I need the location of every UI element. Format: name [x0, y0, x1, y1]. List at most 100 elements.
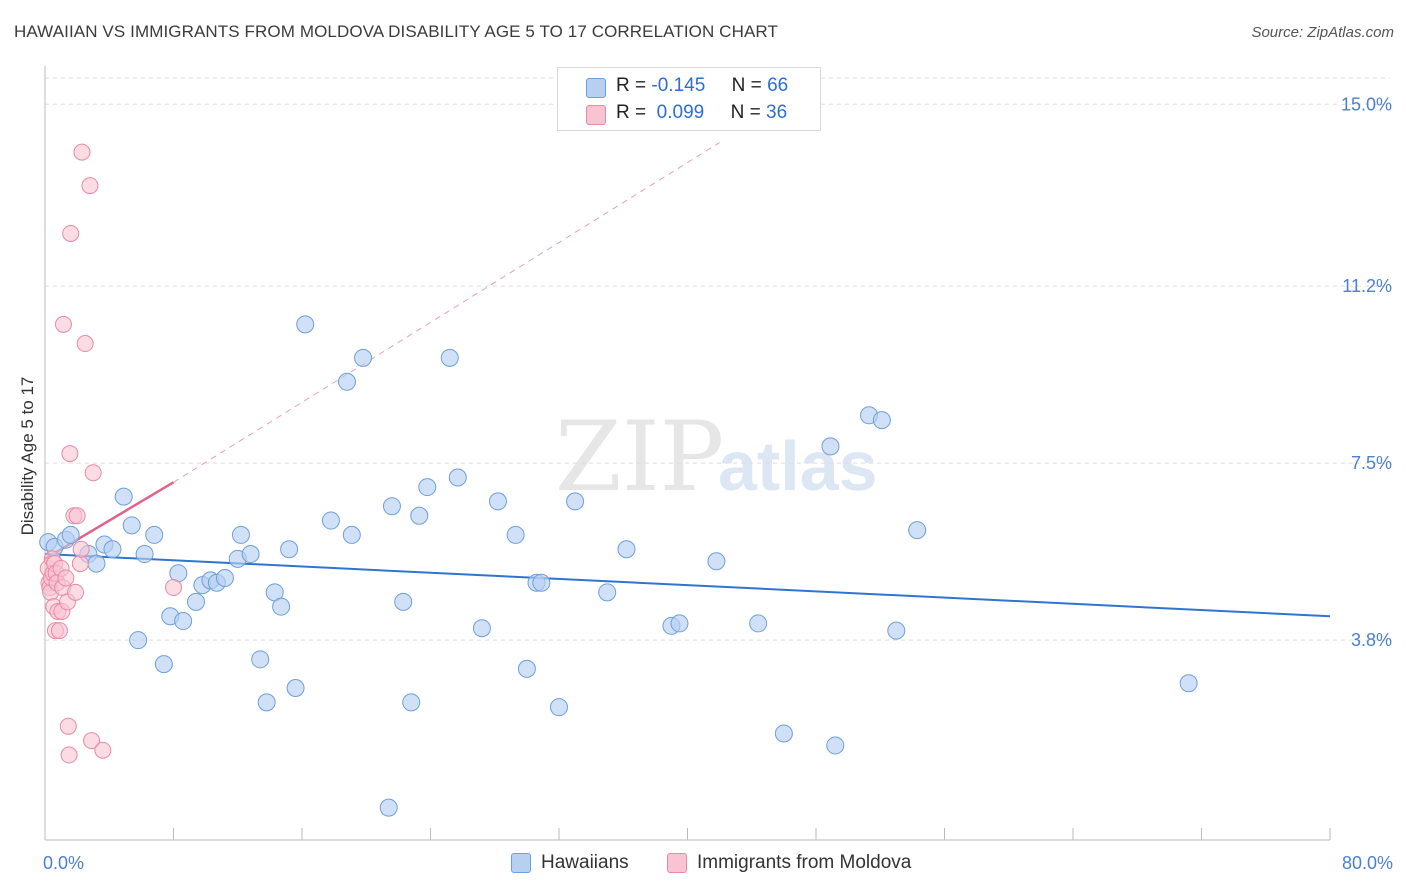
hawaiians-point: [908, 521, 927, 540]
hawaiians-point: [826, 736, 845, 755]
hawaiians-point: [354, 348, 373, 367]
hawaiians-point: [418, 478, 437, 497]
y-tick-label: 3.8%: [1351, 630, 1392, 650]
hawaiians-point: [532, 573, 551, 592]
hawaiians-point: [154, 655, 173, 674]
watermark-atlas: atlas: [718, 427, 878, 505]
hawaiians-n-label: N =: [731, 75, 762, 96]
moldova-point: [73, 143, 91, 161]
hawaiians-point: [394, 592, 413, 611]
hawaiians-point: [382, 497, 401, 516]
hawaiians-point: [296, 315, 315, 334]
hawaiians-point: [145, 525, 164, 544]
tick-labels: 3.8% 7.5% 11.2% 15.0% 0.0% 80.0%: [43, 94, 1393, 873]
trend-lines: [44, 142, 1331, 618]
moldova-point: [57, 569, 75, 587]
moldova-point: [71, 555, 89, 573]
hawaiians-point: [251, 650, 270, 669]
hawaiians-point: [402, 693, 421, 712]
hawaiians-point: [410, 506, 429, 525]
hawaiians-trend-line: [44, 553, 1331, 618]
moldova-point: [165, 579, 182, 597]
hawaiians-legend-label: Hawaiians: [541, 852, 629, 873]
hawaiians-point: [337, 372, 356, 391]
hawaiians-point: [257, 693, 276, 712]
moldova-point: [67, 583, 85, 601]
hawaiians-point: [598, 583, 617, 602]
moldova-point: [62, 224, 80, 242]
moldova-swatch-icon: [586, 105, 606, 125]
moldova-point: [84, 464, 102, 482]
hawaiians-point: [488, 492, 507, 511]
moldova-point: [72, 540, 90, 558]
hawaiians-point: [887, 621, 906, 640]
hawaiians-point: [114, 487, 133, 506]
moldova-point: [54, 315, 72, 333]
moldova-r-label: R =: [616, 102, 647, 123]
hawaiians-point: [821, 437, 840, 456]
hawaiians-r-label: R =: [616, 75, 647, 96]
x-tick-label: 0.0%: [43, 853, 84, 873]
hawaiians-point: [286, 679, 305, 698]
hawaiians-point: [566, 492, 585, 511]
hawaiians-point: [103, 540, 122, 559]
hawaiians-point: [61, 525, 80, 544]
y-tick-label: 11.2%: [1342, 276, 1392, 296]
moldova-point: [61, 445, 79, 463]
y-tick-label: 7.5%: [1351, 453, 1392, 473]
correlation-legend: R = -0.145 N = 66 R = 0.099 N = 36: [557, 67, 821, 131]
moldova-point: [59, 717, 77, 735]
moldova-n-label: N =: [730, 102, 761, 123]
moldova-r-value: 0.099: [656, 102, 705, 123]
hawaiians-r-value: -0.145: [651, 75, 706, 96]
moldova-point: [83, 732, 101, 750]
hawaiians-point: [872, 411, 891, 430]
moldova-trend-extension: [173, 142, 720, 483]
chart-source: Source: ZipAtlas.com: [1251, 24, 1394, 41]
hawaiians-point: [506, 525, 525, 544]
moldova-n-value: 36: [766, 102, 788, 123]
hawaiians-point: [379, 798, 398, 817]
watermark-zip: ZIP: [555, 401, 724, 513]
hawaiians-legend-icon: [511, 853, 531, 873]
moldova-point: [50, 622, 68, 640]
moldova-legend-label: Immigrants from Moldova: [697, 852, 912, 873]
y-tick-label: 15.0%: [1341, 94, 1392, 114]
x-tick-label: 80.0%: [1342, 853, 1393, 873]
hawaiians-point: [774, 724, 793, 743]
hawaiians-point: [241, 545, 260, 564]
moldova-point: [60, 746, 78, 764]
hawaiians-point: [1179, 674, 1198, 693]
hawaiians-point: [174, 612, 193, 631]
watermark: ZIP atlas: [555, 401, 878, 513]
data-points: [39, 143, 1198, 817]
hawaiians-point: [550, 698, 568, 717]
y-axis-label: Disability Age 5 to 17: [18, 377, 37, 536]
hawaiians-swatch-icon: [586, 78, 606, 98]
hawaiians-point: [280, 540, 299, 559]
moldova-point: [81, 177, 99, 195]
hawaiians-point: [231, 525, 250, 544]
hawaiians-n-value: 66: [767, 75, 789, 96]
moldova-point: [68, 507, 86, 525]
hawaiians-point: [448, 468, 467, 487]
hawaiians-point: [272, 597, 291, 616]
hawaiians-point: [342, 525, 361, 544]
hawaiians-point: [186, 592, 205, 611]
hawaiians-point: [617, 540, 636, 559]
hawaiians-point: [517, 659, 536, 678]
hawaiians-point: [215, 568, 234, 587]
hawaiians-point: [129, 631, 148, 650]
hawaiians-point: [135, 545, 154, 564]
moldova-point: [94, 741, 112, 759]
moldova-legend-icon: [667, 853, 687, 873]
hawaiians-point: [321, 511, 340, 530]
moldova-point: [76, 335, 94, 353]
chart-title: HAWAIIAN VS IMMIGRANTS FROM MOLDOVA DISA…: [14, 22, 778, 41]
hawaiians-point: [87, 554, 106, 573]
axes: [44, 66, 1331, 841]
hawaiians-point: [122, 516, 141, 535]
hawaiians-point: [670, 614, 689, 633]
hawaiians-point: [749, 614, 768, 633]
